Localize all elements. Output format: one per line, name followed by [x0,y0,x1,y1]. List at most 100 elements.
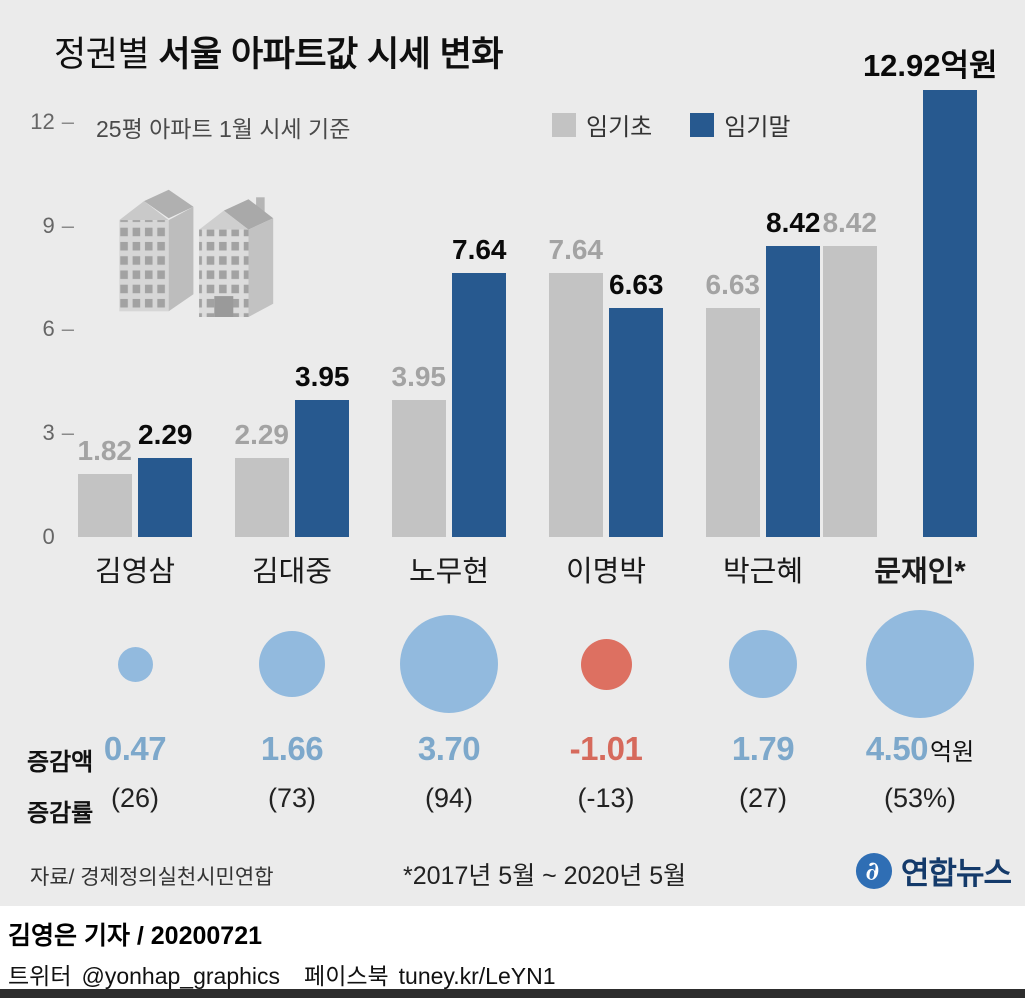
end-term-bar [295,400,350,537]
bar-group: 3.95 7.64 [374,236,524,537]
change-circle-slot [217,598,367,730]
change-amount-unit: 억원 [930,739,975,766]
change-circle-slot [845,598,995,730]
reporter-byline: 김영은 기자 / 20200721 [8,922,263,950]
category-label: 김대중 [251,556,333,588]
start-bar-value-label: 7.64 [548,234,604,265]
change-amount-value: -1.01 [569,730,643,767]
change-amount: 1.79 [688,730,838,776]
y-tick-value: 12 [30,109,55,134]
y-tick-dash: – [61,420,74,445]
category-label: 김영삼 [94,556,176,588]
category-label: 이명박 [565,556,647,588]
change-circle [259,631,325,697]
end-term-bar [609,308,664,537]
end-bar-column: 12.92억원 [863,50,1018,537]
facebook-url: tuney.kr/LeYN1 [398,963,556,989]
change-rate-value: (53%) [883,783,957,813]
start-term-bar [705,308,760,537]
yonhap-logo-text: 연합뉴스 [900,856,1012,891]
start-term-bar [391,400,446,537]
bar-group: 8.42 12.92억원 [822,50,998,537]
end-term-bar [138,458,193,537]
bar-group: 6.63 8.42 [688,209,838,537]
change-circles-row [60,598,995,730]
end-bar-column: 8.42 [766,209,821,537]
category-label: 박근혜 [722,556,804,588]
title-light-part: 정권별 [54,35,150,74]
end-bar-value-label: 12.92억원 [862,48,998,83]
start-bar-column: 2.29 [234,419,290,537]
social-links: 트위터 @yonhap_graphics 페이스북 tuney.kr/LeYN1 [8,957,566,991]
y-tick-value: 0 [42,524,55,549]
change-rate-value: (73) [267,783,316,813]
change-amount: 0.47 [60,730,210,776]
yonhap-logo-icon: ∂ [855,852,892,889]
y-tick-dash: – [61,109,74,134]
y-axis-tick: 3– [20,420,75,446]
change-amount-value: 3.70 [417,730,481,767]
chart-subtitle: 25평 아파트 1월 시세 기준 [96,116,351,142]
start-bar-column: 8.42 [822,209,877,537]
change-circle-slot [60,598,210,730]
end-bar-value-label: 2.29 [138,419,193,450]
change-amount: 1.66 [217,730,367,776]
change-amount-value: 0.47 [103,730,167,767]
start-bar-value-label: 2.29 [234,419,290,450]
amount-row-label: 증감액 [27,749,94,776]
legend-start-label: 임기초 [586,114,653,141]
end-bar-value-label: 6.63 [609,269,664,300]
bar-group: 2.29 3.95 [217,363,367,537]
change-amount-value: 1.66 [260,730,324,767]
facebook-label: 페이스북 [304,963,389,989]
start-bar-value-label: 1.82 [77,435,133,466]
end-bar-column: 7.64 [452,236,507,537]
bar-group: 1.82 2.29 [60,421,210,537]
rate-row-label: 증감률 [27,800,94,827]
start-bar-value-label: 8.42 [822,207,877,238]
start-term-bar [234,458,289,537]
change-rate-value: (26) [110,783,159,813]
yonhap-logo: ∂ 연합뉴스 [855,848,1012,893]
change-rates-row: (26) (73) (94) (-13) (27) (53%) [60,783,995,823]
category-label: 문재인* [874,556,966,588]
change-amount-value: 1.79 [731,730,795,767]
change-circle [580,638,632,690]
change-rate-value: (27) [738,783,787,813]
change-circle-slot [374,598,524,730]
y-tick-value: 3 [42,420,55,445]
start-bar-value-label: 3.95 [391,361,447,392]
x-axis-categories: 김영삼 김대중 노무현 이명박 박근혜 문재인* [60,548,995,590]
apartment-illustration [106,168,296,338]
start-bar-value-label: 6.63 [705,269,761,300]
start-bar-column: 3.95 [391,361,447,537]
change-amounts-row: 0.47 1.66 3.70 -1.01 1.79 4.50 억원 [60,730,995,776]
legend-start-swatch [552,112,576,137]
change-circle [729,630,797,698]
twitter-handle: @yonhap_graphics [81,963,281,989]
end-bar-value-label: 3.95 [295,361,350,392]
start-bar-column: 1.82 [77,435,133,537]
change-rate-value: (94) [424,783,473,813]
category-label: 노무현 [408,556,490,588]
source-note: 자료/ 경제정의실천시민연합 [30,866,274,889]
y-axis-tick: 9– [20,213,75,239]
y-axis-tick: 0– [20,524,74,550]
bottom-strip [0,989,1025,998]
y-tick-dash: – [61,316,74,341]
y-axis-tick: 12– [20,109,74,135]
legend: 임기초 임기말 [552,107,791,142]
page-title: 정권별 서울 아파트값 시세 변화 [54,26,504,77]
change-circle [117,646,153,682]
period-note: *2017년 5월 ~ 2020년 5월 [403,862,687,890]
start-term-bar [77,474,132,537]
change-amount: 4.50 억원 [845,730,995,776]
end-term-bar [923,90,978,537]
legend-item-start: 임기초 [552,107,652,142]
end-bar-column: 6.63 [609,271,664,537]
change-amount: 3.70 [374,730,524,776]
legend-item-end: 임기말 [690,107,791,142]
change-amount-value: 4.50 [865,730,929,767]
y-tick-value: 9 [42,213,55,238]
start-bar-column: 7.64 [548,234,604,537]
